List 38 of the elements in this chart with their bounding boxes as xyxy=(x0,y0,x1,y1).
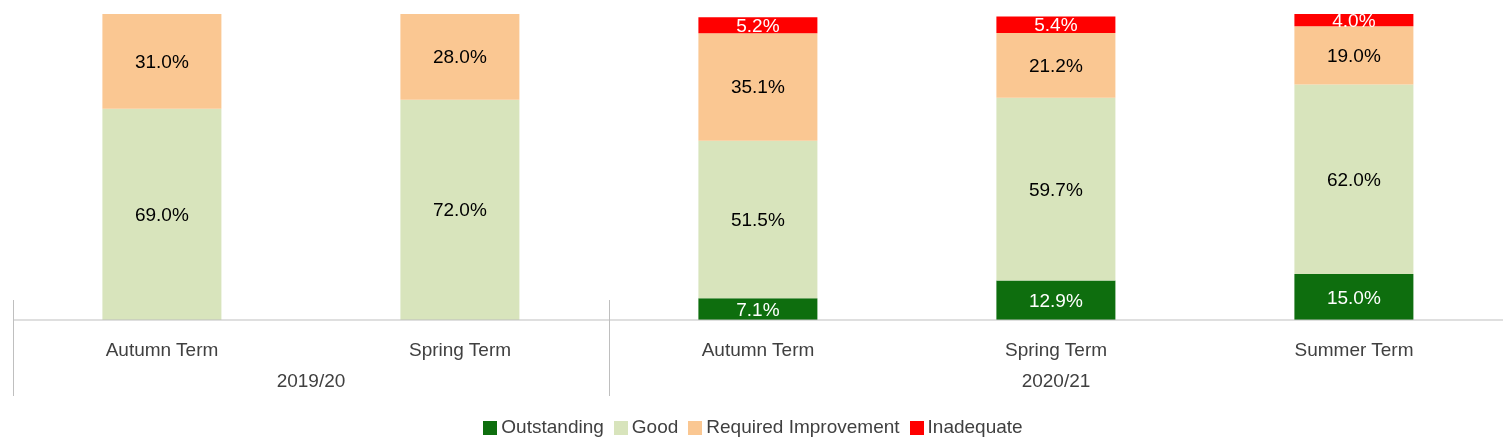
x-tick-label: Summer Term xyxy=(1294,339,1414,360)
bar xyxy=(698,140,818,299)
x-tick-label: Spring Term xyxy=(1004,339,1108,360)
data-label: 7.1% xyxy=(736,298,780,320)
data-label: 5.4% xyxy=(1034,14,1078,36)
bar xyxy=(996,97,1116,281)
data-label: 62.0% xyxy=(1326,168,1381,190)
legend-label: Good xyxy=(631,416,679,437)
bar xyxy=(102,108,222,320)
bar xyxy=(996,32,1116,98)
data-label: 59.7% xyxy=(1028,178,1083,200)
text: 2020/21 xyxy=(1020,370,1092,392)
bar xyxy=(1294,26,1414,85)
legend-label: Required Improvement xyxy=(706,416,900,437)
data-label: 35.1% xyxy=(730,76,785,98)
data-label: 72.0% xyxy=(432,199,487,221)
legend-label: Outstanding xyxy=(501,416,604,437)
data-label: 69.0% xyxy=(134,203,189,225)
data-label: 4.0% xyxy=(1332,9,1376,31)
text: 2019/20 xyxy=(275,370,347,392)
bar xyxy=(400,99,520,320)
data-label: 15.0% xyxy=(1326,286,1381,308)
data-label: 28.0% xyxy=(432,46,487,68)
x-tick-label: Spring Term xyxy=(408,339,512,360)
bar xyxy=(698,33,818,141)
data-label: 51.5% xyxy=(730,208,785,230)
x-tick-label: Autumn Term xyxy=(701,339,815,360)
x-tick-label: Autumn Term xyxy=(105,339,219,360)
bar xyxy=(1294,84,1414,275)
bar xyxy=(400,14,520,100)
data-label: 21.2% xyxy=(1028,54,1083,76)
bar xyxy=(102,14,222,109)
data-label: 19.0% xyxy=(1326,44,1381,66)
bar xyxy=(1294,274,1414,320)
data-label: 12.9% xyxy=(1028,289,1083,311)
data-label: 31.0% xyxy=(134,50,189,72)
data-label: 5.2% xyxy=(736,14,780,36)
legend-label: Inadequate xyxy=(927,416,1023,437)
